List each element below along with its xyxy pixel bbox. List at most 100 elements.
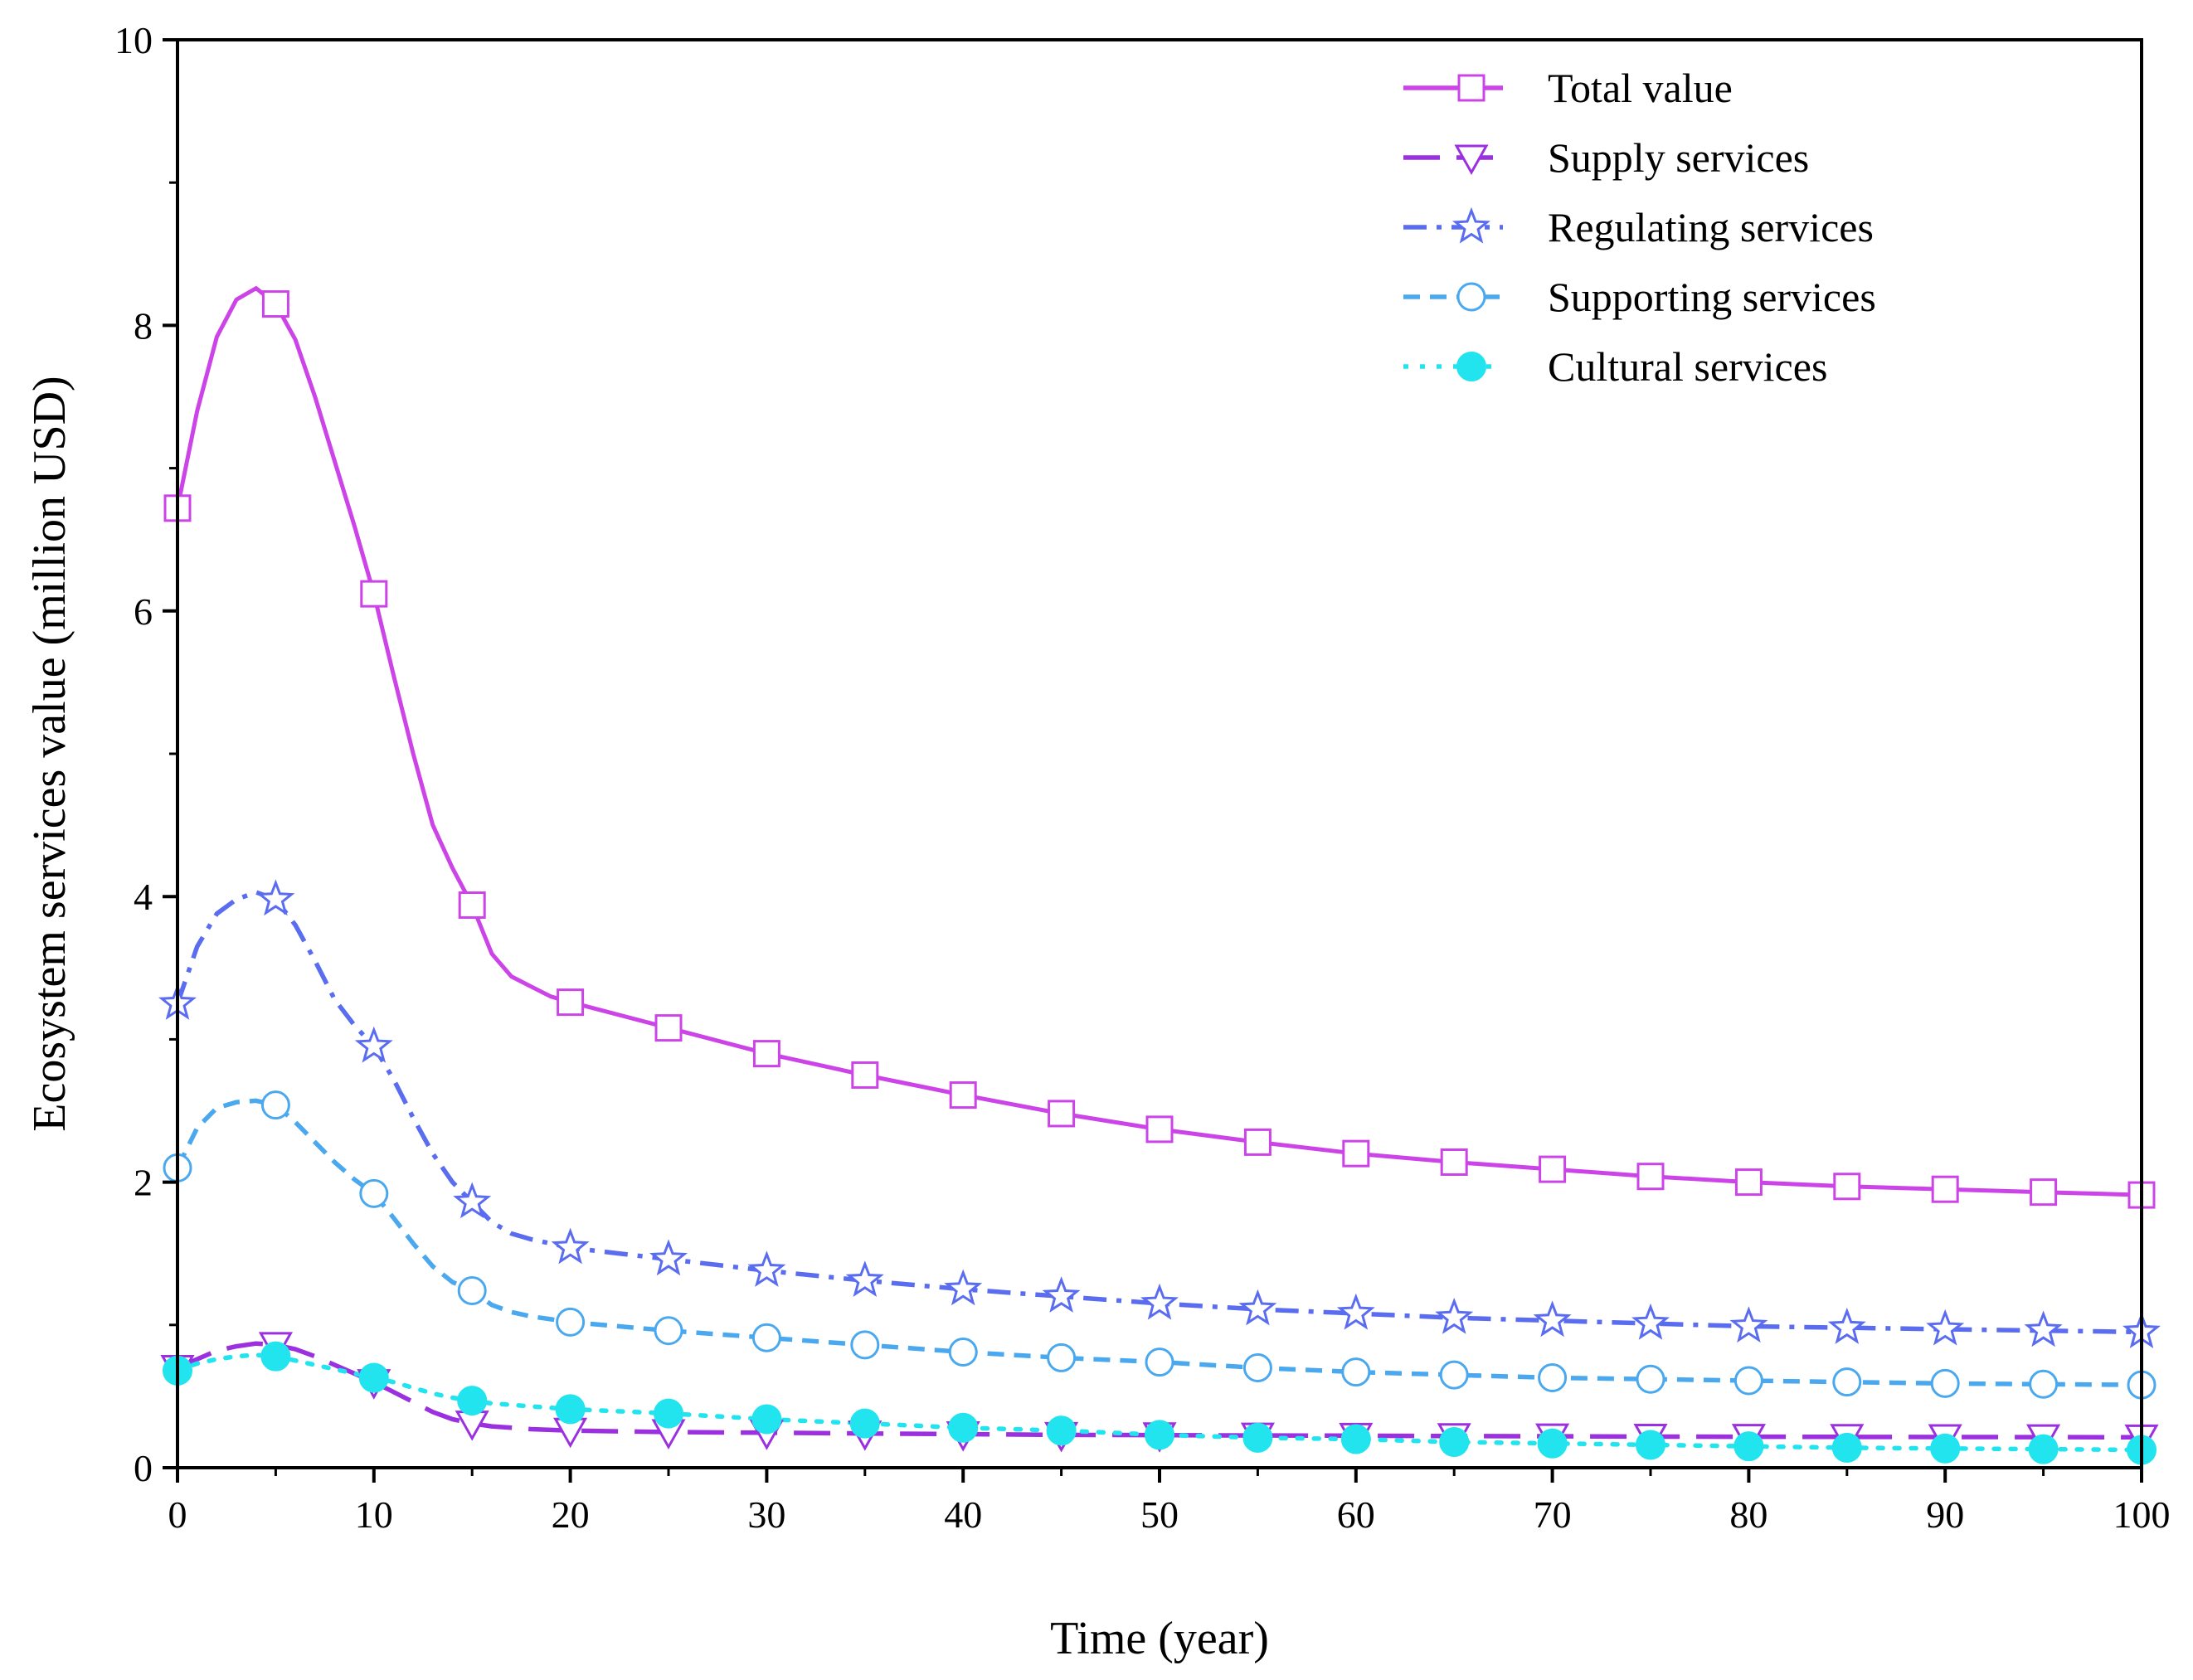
data-point-regulating-services bbox=[1336, 1293, 1375, 1330]
data-point-total-value bbox=[458, 891, 486, 920]
data-point-cultural-services bbox=[1046, 1415, 1077, 1446]
legend-item-regulating-services: Regulating services bbox=[1403, 204, 1874, 250]
data-point-regulating-services bbox=[2024, 1310, 2063, 1347]
data-point-supporting-services bbox=[1733, 1366, 1763, 1396]
legend-marker-total-value bbox=[1457, 74, 1486, 102]
data-point-supporting-services bbox=[1145, 1347, 1174, 1377]
data-point-cultural-services bbox=[457, 1386, 488, 1416]
legend-label-regulating-services: Regulating services bbox=[1548, 204, 1874, 250]
data-point-cultural-services bbox=[1930, 1433, 1961, 1464]
data-point-supporting-services bbox=[1242, 1352, 1272, 1382]
data-point-supporting-services bbox=[260, 1090, 290, 1120]
data-point-regulating-services bbox=[256, 879, 295, 916]
data-point-total-value bbox=[1636, 1163, 1665, 1191]
data-point-regulating-services bbox=[944, 1269, 983, 1306]
data-point-total-value bbox=[1539, 1155, 1567, 1183]
x-tick-label: 100 bbox=[2113, 1493, 2171, 1536]
data-point-regulating-services bbox=[649, 1239, 688, 1276]
data-point-regulating-services bbox=[747, 1250, 786, 1287]
data-point-regulating-services bbox=[1140, 1283, 1179, 1320]
data-point-cultural-services bbox=[555, 1394, 586, 1425]
data-point-total-value bbox=[360, 580, 388, 608]
axis-ticks: 0 10 20 30 40 50 60 70 80 90 100 0 2 4 6 8 10 bbox=[114, 19, 2171, 1536]
data-point-cultural-services bbox=[2028, 1434, 2059, 1464]
data-point-supporting-services bbox=[359, 1178, 389, 1208]
data-point-cultural-services bbox=[849, 1408, 880, 1439]
data-point-regulating-services bbox=[1729, 1306, 1768, 1343]
data-point-cultural-services bbox=[1439, 1427, 1470, 1458]
plot-frame bbox=[176, 38, 2143, 1469]
x-tick-label: 80 bbox=[1729, 1493, 1768, 1536]
data-point-regulating-services bbox=[354, 1026, 393, 1063]
x-tick-label: 0 bbox=[168, 1493, 187, 1536]
data-point-total-value bbox=[2030, 1178, 2058, 1207]
y-tick-label: 10 bbox=[114, 19, 153, 61]
data-point-supporting-services bbox=[751, 1323, 781, 1352]
series-curves bbox=[175, 286, 2144, 1453]
series-markers bbox=[158, 290, 2161, 1465]
data-point-regulating-services bbox=[453, 1182, 492, 1219]
x-axis-title: Time (year) bbox=[1050, 1613, 1269, 1664]
data-point-total-value bbox=[1734, 1168, 1763, 1197]
legend-marker-supporting-services bbox=[1456, 282, 1486, 312]
data-point-cultural-services bbox=[1733, 1431, 1764, 1462]
data-point-supporting-services bbox=[2029, 1369, 2059, 1399]
data-point-cultural-services bbox=[1242, 1422, 1273, 1453]
data-point-cultural-services bbox=[260, 1341, 291, 1372]
legend-label-cultural-services: Cultural services bbox=[1548, 343, 1827, 390]
legend-item-cultural-services: Cultural services bbox=[1403, 343, 1827, 390]
data-point-supporting-services bbox=[556, 1307, 586, 1337]
legend-item-supporting-services: Supporting services bbox=[1403, 274, 1876, 320]
series-line-total-value bbox=[175, 286, 2142, 1197]
data-point-total-value bbox=[851, 1061, 879, 1089]
data-point-cultural-services bbox=[1831, 1432, 1862, 1463]
legend-label-supply-services: Supply services bbox=[1548, 134, 1809, 181]
x-tick-label: 40 bbox=[944, 1493, 982, 1536]
y-tick-label: 2 bbox=[134, 1162, 153, 1204]
data-point-supporting-services bbox=[1439, 1360, 1469, 1390]
data-point-regulating-services bbox=[551, 1227, 590, 1265]
data-point-cultural-services bbox=[654, 1398, 683, 1429]
data-point-cultural-services bbox=[751, 1404, 782, 1435]
x-tick-label: 20 bbox=[552, 1493, 590, 1536]
data-point-supporting-services bbox=[1538, 1363, 1568, 1393]
data-point-regulating-services bbox=[845, 1260, 884, 1298]
data-point-supporting-services bbox=[457, 1275, 487, 1305]
data-point-cultural-services bbox=[948, 1412, 979, 1443]
data-point-supporting-services bbox=[1930, 1368, 1960, 1398]
data-point-regulating-services bbox=[1238, 1289, 1277, 1326]
data-point-total-value bbox=[1048, 1100, 1076, 1128]
data-point-total-value bbox=[1243, 1128, 1272, 1156]
y-tick-label: 4 bbox=[134, 876, 153, 918]
x-tick-label: 90 bbox=[1926, 1493, 1964, 1536]
data-point-cultural-services bbox=[1340, 1424, 1371, 1454]
x-tick-label: 70 bbox=[1534, 1493, 1572, 1536]
data-point-total-value bbox=[752, 1040, 780, 1068]
data-point-regulating-services bbox=[1926, 1309, 1965, 1346]
x-tick-label: 30 bbox=[747, 1493, 785, 1536]
y-tick-label: 8 bbox=[134, 304, 153, 347]
y-tick-label: 0 bbox=[134, 1447, 153, 1489]
legend-marker-cultural-services bbox=[1456, 352, 1486, 381]
data-point-regulating-services bbox=[1631, 1303, 1670, 1340]
x-tick-label: 60 bbox=[1337, 1493, 1375, 1536]
data-point-total-value bbox=[1440, 1148, 1468, 1176]
x-tick-label: 50 bbox=[1140, 1493, 1179, 1536]
data-point-cultural-services bbox=[1145, 1420, 1174, 1450]
data-point-cultural-services bbox=[358, 1362, 389, 1393]
data-point-total-value bbox=[261, 290, 289, 318]
data-point-total-value bbox=[1342, 1139, 1370, 1168]
data-point-total-value bbox=[1833, 1173, 1861, 1201]
legend-item-supply-services: Supply services bbox=[1403, 134, 1809, 181]
data-point-regulating-services bbox=[1435, 1297, 1474, 1334]
data-point-regulating-services bbox=[1533, 1300, 1572, 1338]
data-point-total-value bbox=[654, 1014, 683, 1042]
legend-marker-supply-services bbox=[1454, 144, 1489, 176]
data-point-cultural-services bbox=[1636, 1430, 1665, 1460]
series-line-regulating-services bbox=[175, 890, 2142, 1335]
data-point-regulating-services bbox=[1042, 1276, 1081, 1313]
data-point-total-value bbox=[557, 988, 585, 1017]
y-tick-label: 6 bbox=[134, 590, 153, 633]
data-point-supporting-services bbox=[1636, 1364, 1665, 1394]
